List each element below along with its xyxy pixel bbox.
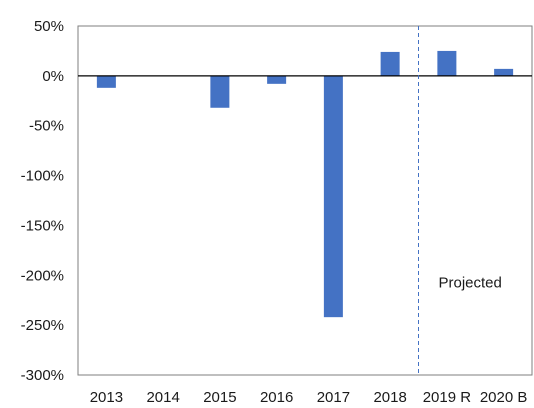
y-tick-label: -50% <box>29 118 64 135</box>
y-tick-label: 50% <box>34 18 64 35</box>
x-tick-label: 2014 <box>146 389 179 406</box>
bar <box>323 75 343 318</box>
x-tick-label: 2020 B <box>480 389 528 406</box>
bar <box>494 68 514 76</box>
y-tick-label: -150% <box>21 217 64 234</box>
y-axis-ticks: 50% 0% -50% -100% -150% -200% -250% -300% <box>21 18 64 384</box>
bar <box>96 75 116 88</box>
bars <box>96 50 514 318</box>
y-tick-label: -100% <box>21 168 64 185</box>
x-tick-label: 2016 <box>260 389 293 406</box>
bar <box>210 75 230 108</box>
bar <box>437 50 457 76</box>
x-tick-label: 2019 R <box>423 389 472 406</box>
y-tick-label: -200% <box>21 267 64 284</box>
plot-area <box>77 25 533 376</box>
y-tick-label: 0% <box>42 68 64 85</box>
x-tick-label: 2017 <box>317 389 350 406</box>
projected-annotation: Projected <box>439 274 502 291</box>
x-tick-label: 2018 <box>373 389 406 406</box>
bar <box>267 75 287 84</box>
bar <box>380 51 400 76</box>
y-tick-label: -300% <box>21 367 64 384</box>
x-tick-label: 2013 <box>90 389 123 406</box>
x-tick-label: 2015 <box>203 389 236 406</box>
y-tick-label: -250% <box>21 317 64 334</box>
plot-border <box>77 25 533 376</box>
x-axis-ticks: 2013 2014 2015 2016 2017 2018 2019 R 2020 B <box>90 389 528 406</box>
